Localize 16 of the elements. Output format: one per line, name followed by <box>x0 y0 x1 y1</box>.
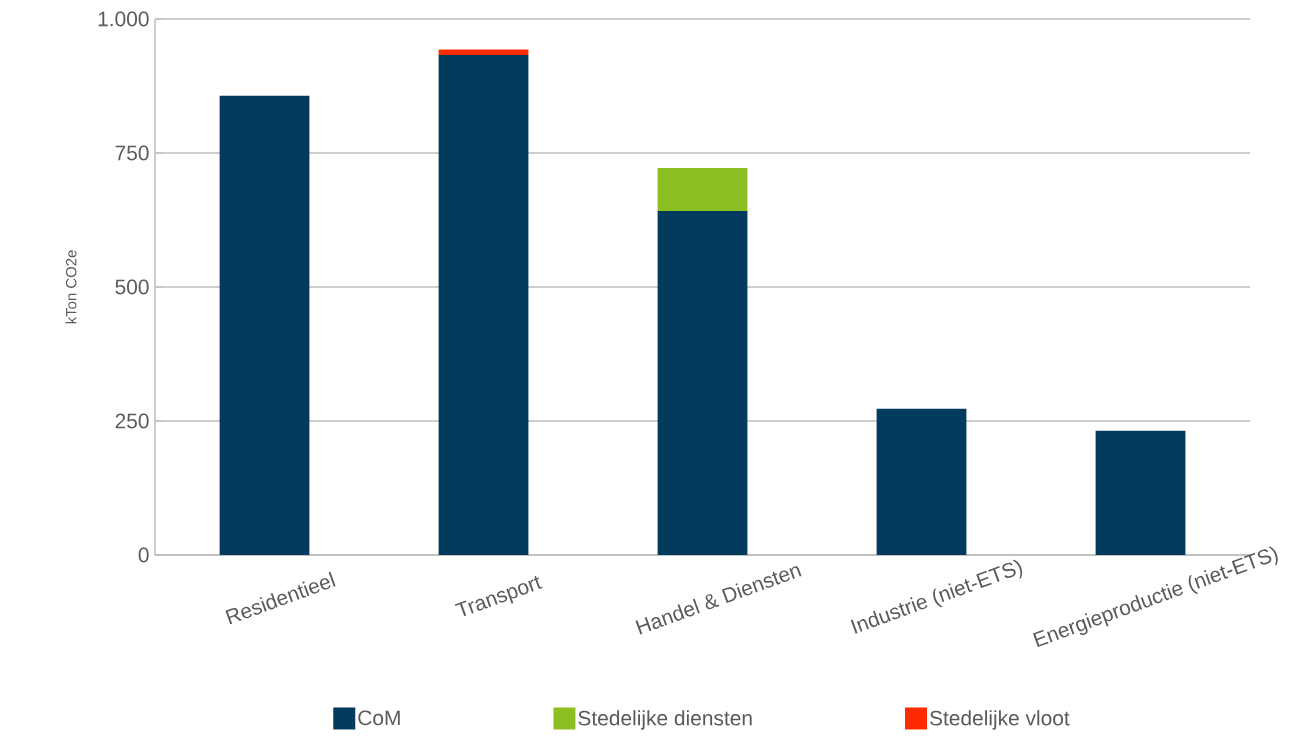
bar <box>1095 430 1186 555</box>
bar <box>219 95 310 555</box>
y-tick-label: 0 <box>138 547 149 563</box>
y-tick-label: 750 <box>115 145 149 161</box>
legend-label: CoM <box>358 710 400 726</box>
legend-label: Stedelijke vloot <box>929 710 1070 730</box>
legend-label: Stedelijke diensten <box>578 710 752 730</box>
bar <box>438 49 529 55</box>
bar <box>657 167 748 211</box>
y-axis-title: kTon CO2e <box>65 250 77 324</box>
bar <box>876 408 967 555</box>
y-tick-label: 1.000 <box>98 11 149 27</box>
bar <box>657 210 748 555</box>
y-tick-label: 500 <box>115 279 149 295</box>
y-tick-label: 250 <box>115 413 149 429</box>
bar <box>438 54 529 555</box>
